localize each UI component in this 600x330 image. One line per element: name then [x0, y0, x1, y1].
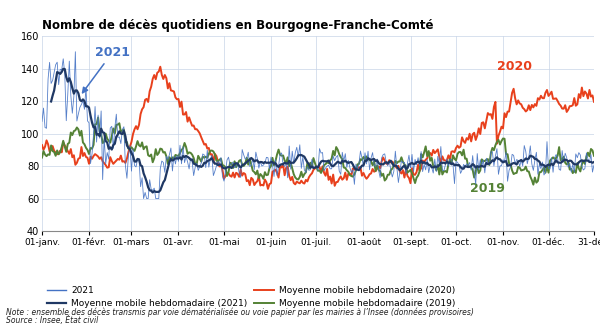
- Text: 2021: 2021: [83, 46, 130, 93]
- Text: 2020: 2020: [497, 60, 532, 73]
- Text: Nombre de décès quotidiens en Bourgogne-Franche-Comté: Nombre de décès quotidiens en Bourgogne-…: [42, 19, 433, 32]
- Text: 2019: 2019: [470, 182, 505, 195]
- Legend: 2021, Moyenne mobile hebdomadaire (2021), Moyenne mobile hebdomadaire (2020), Mo: 2021, Moyenne mobile hebdomadaire (2021)…: [47, 286, 455, 308]
- Text: Source : Insee, État civil: Source : Insee, État civil: [6, 315, 98, 325]
- Text: Note : ensemble des décès transmis par voie dématérialisée ou voie papier par le: Note : ensemble des décès transmis par v…: [6, 308, 474, 317]
